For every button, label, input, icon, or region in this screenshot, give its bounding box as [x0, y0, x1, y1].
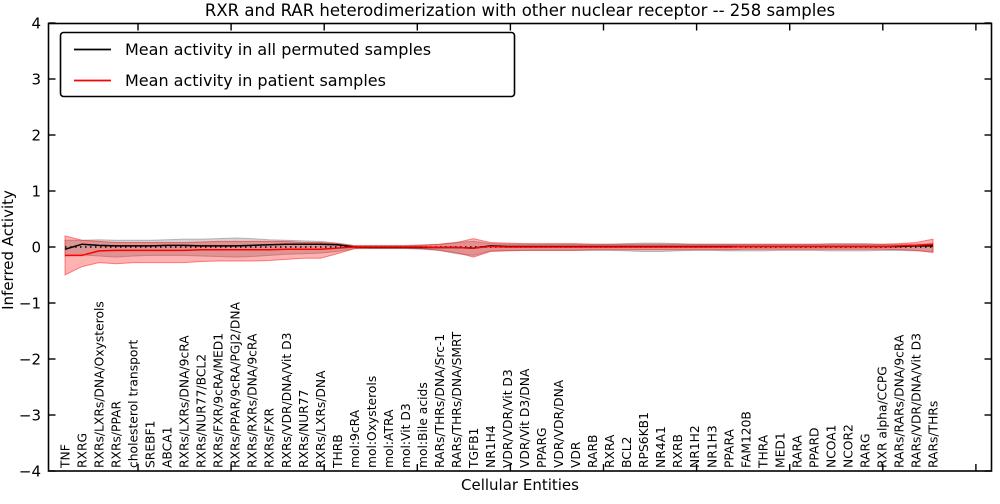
- y-tick-label: −3: [19, 407, 41, 425]
- x-category-label: RARs/RARs/DNA/9cRA: [892, 334, 906, 468]
- x-category-label: RARs/VDR/DNA/Vit D3: [910, 333, 924, 468]
- y-tick-label: 4: [31, 15, 41, 33]
- y-tick-labels: 4 3 2 1 0 −1 −2 −3 −4: [19, 15, 41, 481]
- x-category-label: ABCA1: [161, 427, 175, 468]
- y-tick-label: 2: [31, 127, 41, 145]
- x-category-label: PPARD: [807, 428, 821, 468]
- x-category-label: VDR: [569, 441, 583, 468]
- x-category-label: TNF: [59, 444, 73, 469]
- x-category-label: RXRs/LXRs/DNA/9cRA: [178, 335, 192, 468]
- x-category-label: NCOR2: [841, 424, 855, 468]
- legend-label-patient: Mean activity in patient samples: [125, 71, 386, 90]
- legend: Mean activity in all permuted samples Me…: [59, 31, 516, 98]
- x-category-label: NR1H3: [705, 425, 719, 468]
- x-category-label: RPS6KB1: [637, 412, 651, 468]
- x-category-label: NCOA1: [824, 425, 838, 468]
- y-tick-label: 0: [31, 239, 41, 257]
- x-category-label: NR1H2: [688, 425, 702, 468]
- x-category-label: RARG: [858, 433, 872, 468]
- x-category-label: NR1H4: [484, 425, 498, 468]
- series-line-patient: [65, 243, 934, 257]
- confidence-bands: [64, 235, 934, 276]
- y-tick-label: 3: [31, 71, 41, 89]
- chart-title: RXR and RAR heterodimerization with othe…: [205, 1, 835, 20]
- x-category-label: MED1: [773, 432, 787, 468]
- x-category-label: RARA: [790, 434, 804, 468]
- y-axis-label: Inferred Activity: [0, 190, 17, 310]
- x-category-label: mol:Vit D3: [399, 403, 413, 468]
- x-category-label: cholesterol transport: [127, 340, 141, 468]
- legend-box: [59, 31, 516, 98]
- x-category-label: PPARG: [535, 427, 549, 468]
- x-category-label: RXRs/FXR/9cRA/MED1: [212, 333, 226, 468]
- x-category-labels: TNF RXRG RXRs/LXRs/DNA/Oxysterols RXRs/PPAR…: [59, 301, 941, 469]
- x-category-label: FAM120B: [739, 411, 753, 468]
- x-category-label: RXRs/VDR/DNA/Vit D3: [280, 333, 294, 468]
- y-tick-label: −1: [19, 295, 41, 313]
- x-category-label: BCL2: [620, 437, 634, 468]
- x-category-label: RXRs/PPAR: [110, 400, 124, 468]
- x-category-label: RXRs/NUR77/BCL2: [195, 354, 209, 468]
- x-category-label: RXRs/PPAR/9cRA/PGJ2/DNA: [229, 301, 243, 468]
- x-category-label: mol:9cRA: [348, 409, 362, 468]
- x-category-label: RXRB: [671, 434, 685, 468]
- permuted-std-band: [64, 237, 934, 258]
- x-category-label: THRA: [756, 434, 770, 469]
- x-category-label: RARs/THRs: [927, 401, 941, 468]
- x-category-label: RXRs/LXRs/DNA/Oxysterols: [93, 301, 107, 468]
- x-category-label: RXRs/NUR77: [297, 390, 311, 468]
- x-category-label: VDR/Vit D3/DNA: [518, 368, 532, 468]
- x-category-label: VDR/VDR/DNA: [552, 379, 566, 468]
- x-category-label: RXRA: [603, 434, 617, 468]
- x-category-label: mol:Bile acids: [416, 382, 430, 468]
- x-category-label: VDR/VDR/Vit D3: [501, 369, 515, 468]
- x-category-label: TGFB1: [467, 428, 481, 469]
- x-axis-label: Cellular Entities: [461, 476, 579, 494]
- y-tick-label: −2: [19, 351, 41, 369]
- x-category-label: mol:ATRA: [382, 409, 396, 468]
- x-category-label: RXRs/RXRs/DNA/9cRA: [246, 333, 260, 468]
- legend-label-permuted: Mean activity in all permuted samples: [125, 40, 431, 59]
- x-category-label: RARs/THRs/DNA/Src-1: [433, 334, 447, 468]
- x-category-label: mol:Oxysterols: [365, 376, 379, 468]
- y-tick-label: −4: [19, 463, 41, 481]
- patient-std-band: [64, 235, 934, 276]
- x-category-label: RXRs/LXRs/DNA: [314, 370, 328, 468]
- x-category-label: RARs/THRs/DNA/SMRT: [450, 331, 464, 468]
- y-tick-label: 1: [31, 183, 41, 201]
- x-category-label: RXRs/FXR: [263, 407, 277, 468]
- data-lines: [64, 243, 934, 257]
- plot-border: [47, 22, 993, 472]
- x-category-label: THRB: [331, 434, 345, 469]
- x-category-label: NR4A1: [654, 426, 668, 468]
- x-category-label: RARB: [586, 435, 600, 468]
- x-category-label: PPARA: [722, 428, 736, 468]
- x-category-label: RXR alpha/CCPG: [875, 366, 889, 468]
- x-category-label: RXRG: [76, 433, 90, 468]
- x-category-label: SREBF1: [144, 421, 158, 468]
